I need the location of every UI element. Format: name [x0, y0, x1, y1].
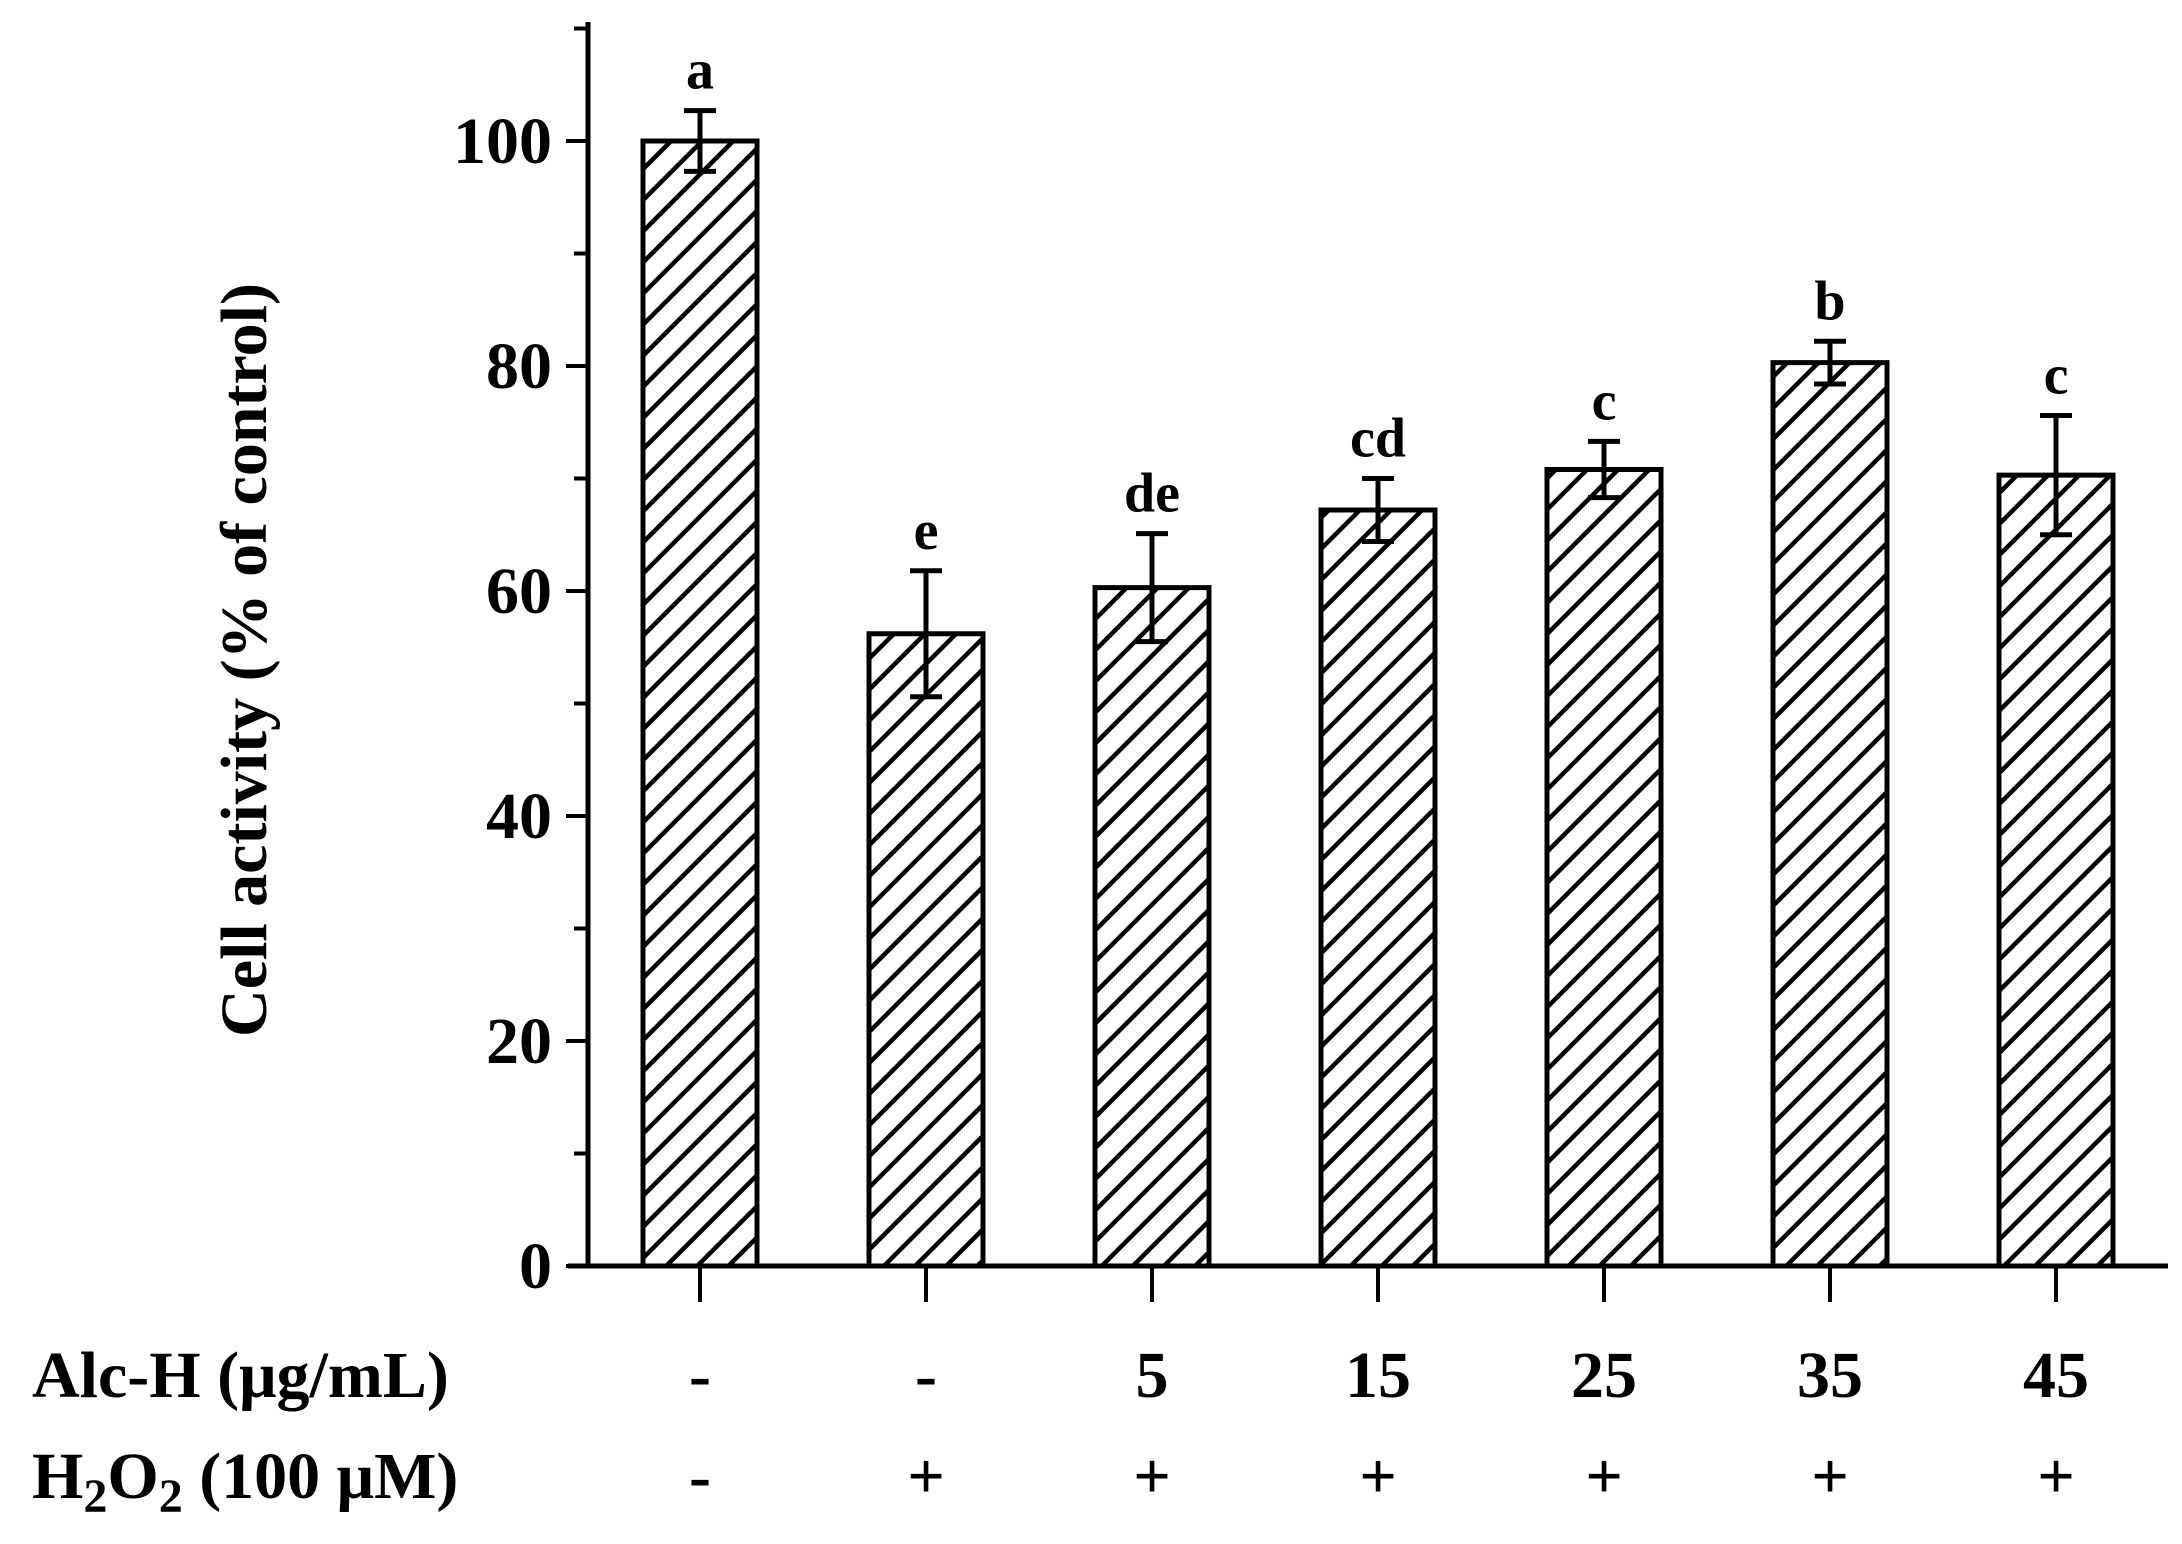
y-tick-label: 40 [486, 780, 552, 853]
bar [1996, 472, 2116, 1269]
treatment-cell: + [1811, 1440, 1849, 1513]
treatment-cell: 15 [1345, 1339, 1411, 1412]
bars [640, 108, 2116, 1269]
bar [1770, 360, 1890, 1269]
significance-label: c [1592, 370, 1617, 432]
significance-label: e [914, 500, 939, 562]
bar [1092, 585, 1212, 1269]
y-tick-label: 0 [519, 1230, 552, 1303]
treatment-cell: - [689, 1440, 711, 1513]
significance-label: b [1814, 270, 1845, 332]
treatment-cell: 45 [2023, 1339, 2089, 1412]
y-tick-label: 80 [486, 330, 552, 403]
treatment-cell: - [689, 1339, 711, 1412]
alc-h-row-label: Alc-H (μg/mL) [32, 1339, 449, 1412]
treatment-cell: 25 [1571, 1339, 1637, 1412]
h2o2-row-label: H2O2 (100 μM) [32, 1440, 458, 1523]
axes: 0 20 40 60 80 100 [453, 22, 2168, 1303]
treatment-cell: + [1585, 1440, 1623, 1513]
treatment-cell: + [1359, 1440, 1397, 1513]
labels: a e de cd c b c Alc-H (μg/mL) - - 5 15 25 35 45 H2O2 (1… [32, 40, 2089, 1523]
y-tick-label: 20 [486, 1005, 552, 1078]
bar [1318, 507, 1438, 1269]
treatment-cell: + [1133, 1440, 1171, 1513]
treatment-cell: 5 [1136, 1339, 1169, 1412]
significance-label: de [1124, 463, 1180, 525]
treatment-cell: + [2037, 1440, 2075, 1513]
significance-label: a [686, 40, 714, 102]
bar [640, 138, 760, 1269]
significance-label: c [2044, 345, 2069, 407]
treatment-cell: - [915, 1339, 937, 1412]
y-tick-label: 100 [453, 105, 552, 178]
significance-label: cd [1350, 408, 1406, 470]
y-axis-label: Cell activity (% of control) [208, 283, 281, 1037]
treatment-cell: + [907, 1440, 945, 1513]
bar [866, 631, 986, 1269]
bar [1544, 467, 1664, 1269]
treatment-cell: 35 [1797, 1339, 1863, 1412]
y-tick-label: 60 [486, 555, 552, 628]
